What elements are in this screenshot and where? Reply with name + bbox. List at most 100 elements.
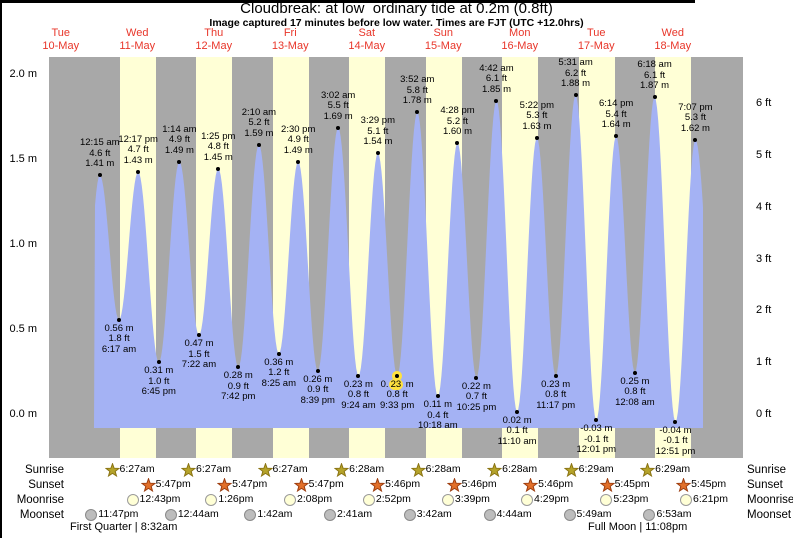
- sunset-star-icon: [140, 477, 156, 492]
- day-label-date: 15-May: [424, 40, 462, 52]
- tide-annotation-line: 1.2 ft: [268, 367, 290, 379]
- tide-annotation-line: 5.2 ft: [446, 115, 469, 127]
- day-label-weekday: Tue: [586, 27, 606, 39]
- axis-right-line: [0, 408, 2, 538]
- tide-annotation-line: 1.64 m: [601, 119, 631, 131]
- tide-annotation-high: 3:52 am 5.8 ft 1.78 m: [369, 75, 465, 107]
- tide-annotation-line: 5:31 am: [558, 57, 593, 69]
- tide-point-dot: [693, 137, 698, 142]
- sunset-star-icon: [370, 477, 386, 492]
- moonset-circle-icon: [403, 509, 416, 521]
- tide-annotation-line: 9:24 am: [341, 399, 376, 411]
- astro-time: 11:47pm: [98, 508, 139, 520]
- tide-annotation-line: 0.36 m: [264, 356, 294, 368]
- astro-time: 6:29am: [655, 463, 691, 475]
- tide-annotation-line: 12:51 pm: [655, 445, 696, 457]
- tide-annotation-low: 0.02 m 0.1 ft 11:10 am: [469, 415, 565, 448]
- tide-annotation-line: 0.4 ft: [427, 409, 449, 421]
- tide-annotation-low: 0.25 m 0.8 ft 12:08 am: [587, 376, 683, 409]
- tide-annotation-line: 1:14 am: [162, 123, 197, 135]
- chart-subtitle: Image captured 17 minutes before low wat…: [209, 17, 584, 29]
- tide-annotation-line: 6:45 pm: [141, 386, 176, 398]
- tide-point-dot: [673, 419, 678, 424]
- tide-annotation-line: 0.23 m: [343, 378, 373, 390]
- day-label: Thu 12-May: [176, 27, 252, 53]
- tide-annotation-line: 0.47 m: [184, 338, 214, 350]
- tide-point-dot: [534, 135, 539, 140]
- astro-time: 6:28am: [425, 463, 461, 475]
- tide-annotation-line: 6:17 am: [101, 343, 137, 355]
- tide-point-dot: [216, 166, 221, 171]
- sunrise-star-icon: [410, 462, 426, 477]
- astro-row-label-left: Sunrise: [25, 464, 64, 476]
- sunrise-star-icon: [104, 462, 120, 477]
- sunrise-star-icon: [563, 462, 579, 477]
- tide-annotation-line: 4.6 ft: [89, 147, 111, 159]
- tide-annotation-line: 1.41 m: [85, 158, 115, 170]
- axis-left-tick-label: 1.0 m: [9, 238, 37, 250]
- tide-annotation-high: 1:14 am 4.9 ft 1.49 m: [131, 123, 227, 157]
- day-label: Wed 18-May: [635, 27, 711, 53]
- tide-annotation-line: 5.3 ft: [684, 112, 706, 124]
- astro-time: 3:42am: [416, 508, 452, 520]
- tide-annotation-line: 4:28 pm: [440, 105, 475, 116]
- tide-annotation-line: 9:33 pm: [380, 399, 415, 411]
- moonset-circle-icon: [85, 509, 98, 521]
- day-label-date: 14-May: [348, 40, 386, 52]
- tide-annotation-line: 5.3 ft: [526, 110, 548, 122]
- tide-annotation-line: 11:17 pm: [536, 399, 576, 411]
- moonrise-circle-icon: [205, 494, 218, 506]
- moon-phase-full-moon: Full Moon | 11:08pm: [588, 521, 688, 533]
- tide-annotation-line: 6.1 ft: [485, 73, 508, 84]
- axis-left-tick-label: 1.5 m: [9, 153, 37, 165]
- tide-annotation-line: 5.8 ft: [406, 84, 428, 96]
- tide-point-dot: [474, 375, 479, 380]
- tide-annotation-line: 0.11 m: [423, 399, 452, 411]
- tide-annotation-high: 7:07 pm 5.3 ft 1.62 m: [647, 101, 743, 135]
- tide-annotation-high: 4:28 pm 5.2 ft 1.60 m: [409, 105, 505, 138]
- tide-point-dot: [236, 365, 241, 370]
- tide-point-dot: [594, 418, 599, 423]
- tide-annotation-line: 12:15 am: [79, 137, 120, 149]
- tide-annotation-line: 12:08 am: [615, 396, 655, 408]
- astro-time: 5:49am: [576, 508, 612, 520]
- sunrise-star-icon: [104, 462, 120, 477]
- moonrise-circle-icon: [679, 494, 692, 506]
- day-label-weekday: Sun: [433, 27, 454, 39]
- sunset-star-icon: [217, 477, 233, 492]
- astro-time: 6:27am: [272, 463, 308, 475]
- plot-area: [49, 57, 743, 458]
- day-label-weekday: Sat: [358, 27, 375, 39]
- axis-right-tick-label: 4 ft: [756, 200, 772, 213]
- tide-annotation-line: 12:01 pm: [576, 444, 617, 456]
- tide-annotation-low: 0.23 m 0.8 ft 11:17 pm: [508, 379, 604, 412]
- sunset-star-icon: [676, 477, 692, 492]
- sunset-star-icon: [140, 477, 156, 492]
- tide-annotation-line: 0.28 m: [223, 370, 253, 382]
- day-label-weekday: Tue: [51, 27, 71, 39]
- astro-time: 5:23pm: [613, 493, 649, 505]
- sunrise-star-icon: [334, 462, 350, 477]
- sunrise-star-icon: [181, 462, 197, 477]
- tide-annotation-line: 1.59 m: [244, 127, 274, 139]
- astro-time: 12:44am: [177, 508, 219, 520]
- sunrise-star-icon: [257, 462, 273, 477]
- tide-annotation-line: 2:30 pm: [281, 123, 316, 135]
- astro-time: 1:42am: [257, 508, 293, 520]
- moon-phase-first-quarter: First Quarter | 8:32am: [70, 521, 178, 533]
- astro-row-label-left: Moonrise: [16, 494, 64, 506]
- day-label-date: 13-May: [271, 40, 309, 52]
- sunset-star-icon: [217, 477, 233, 492]
- tide-annotation-line: 7:07 pm: [678, 101, 713, 113]
- tide-annotation-low: 0.11 m 0.4 ft 10:18 am: [390, 400, 486, 432]
- axis-right-tick-label: 5 ft: [756, 148, 772, 161]
- tide-annotation-high: 2:30 pm 4.9 ft 1.49 m: [250, 123, 346, 157]
- day-label-weekday: Wed: [126, 27, 149, 39]
- astro-time: 6:53am: [656, 508, 692, 520]
- sunset-star-icon: [293, 477, 309, 492]
- tide-annotation-line: 0.9 ft: [307, 384, 329, 396]
- astro-time: 12:43pm: [139, 493, 181, 505]
- tide-point-dot: [553, 373, 558, 378]
- tide-annotation-line: 0.23 m: [380, 378, 414, 390]
- tide-annotation-line: 0.8 ft: [347, 389, 370, 401]
